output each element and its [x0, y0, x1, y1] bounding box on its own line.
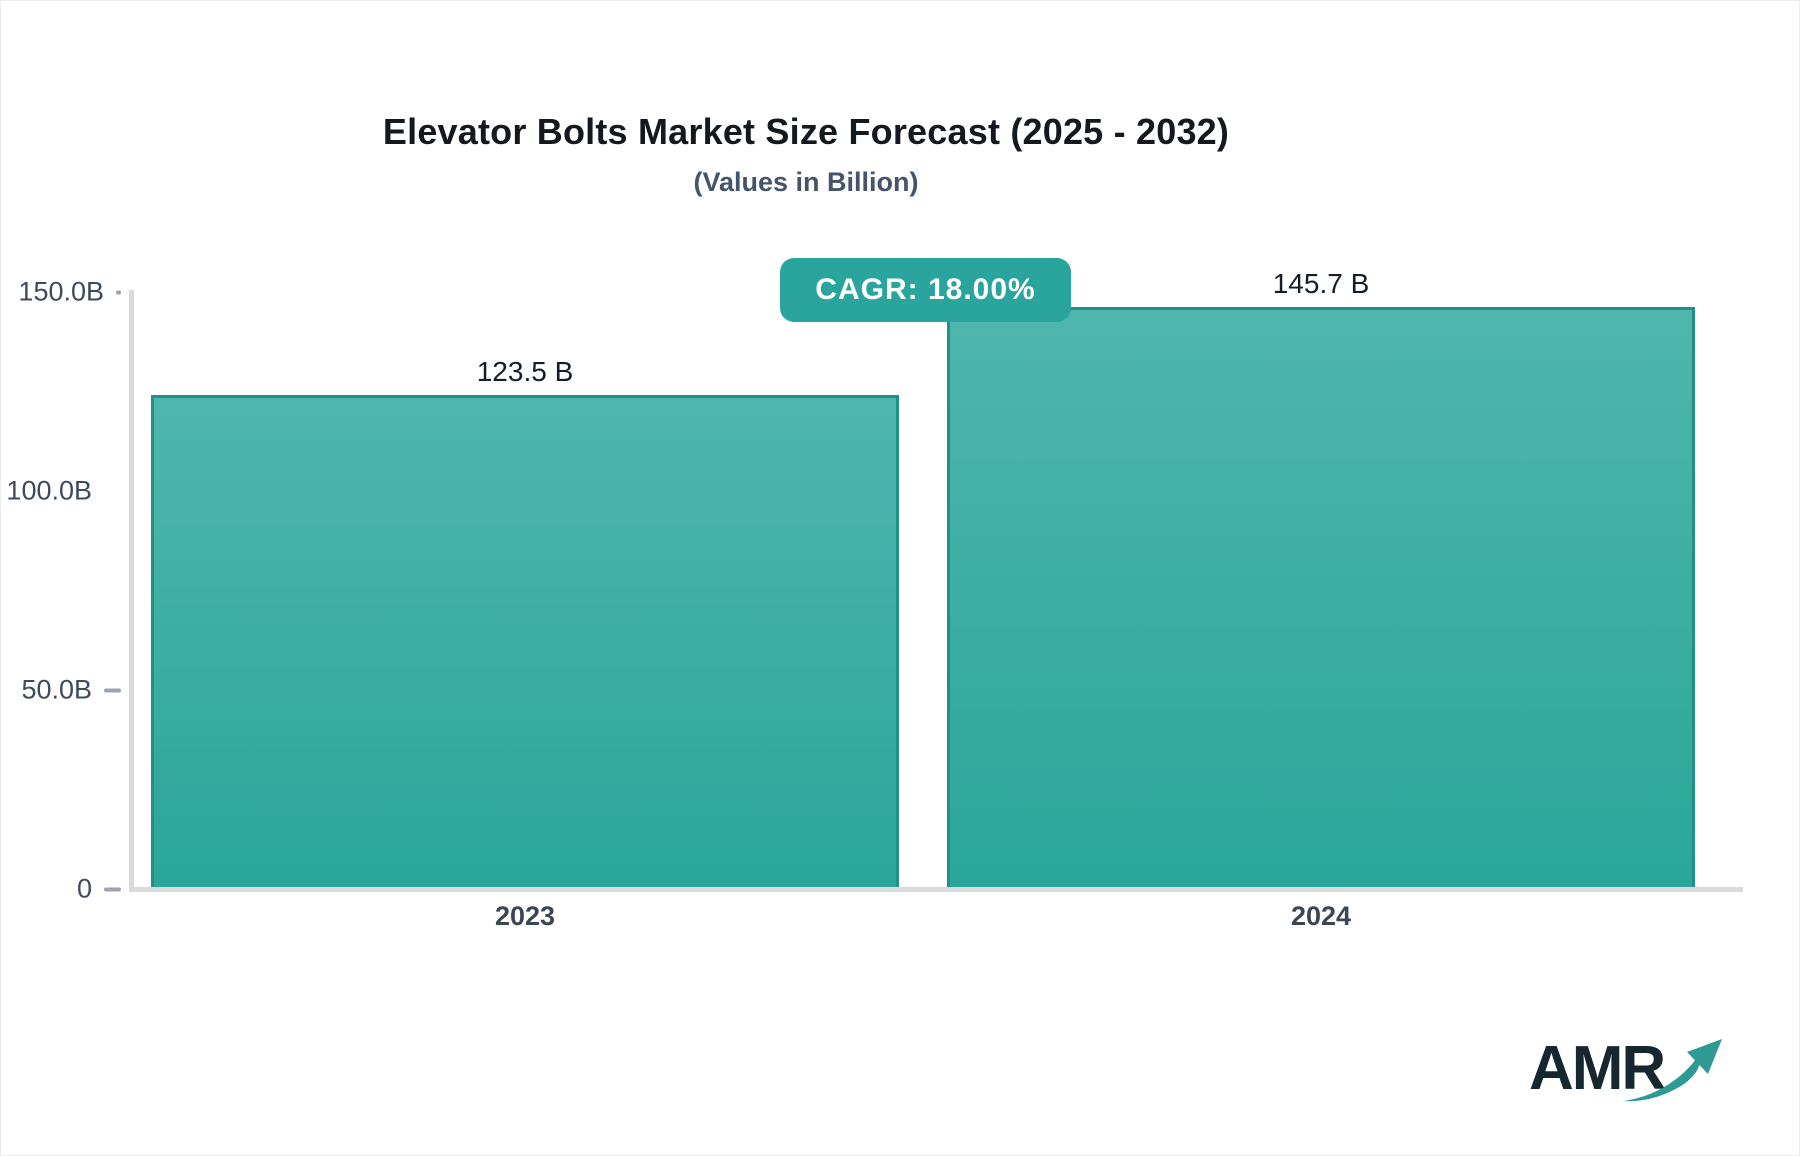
y-axis-tick-50: 50.0B: [1, 675, 121, 706]
trending-up-arrow-icon: [1623, 1039, 1722, 1102]
bar-2024[interactable]: 145.7 B: [947, 268, 1695, 887]
y-axis-tick-label: 50.0B: [21, 674, 92, 705]
x-axis-line: [129, 887, 1743, 892]
bar-2023[interactable]: 123.5 B: [151, 356, 899, 887]
brand-logo-text: AMR: [1529, 1034, 1666, 1103]
y-axis-tick-150: 150.0B: [1, 277, 121, 308]
chart-title: Elevator Bolts Market Size Forecast (202…: [382, 111, 1230, 152]
cagr-badge: CAGR: 18.00%: [780, 258, 1071, 322]
chart-subtitle: (Values in Billion): [693, 167, 919, 197]
tick-mark: [104, 887, 121, 891]
y-axis-line: [129, 290, 134, 887]
y-axis-tick-100: 100.0B: [1, 476, 121, 507]
cagr-badge-label: CAGR: 18.00%: [815, 273, 1036, 306]
bar-value-label-2024: 145.7 B: [1272, 268, 1370, 299]
y-axis-tick-label: 0: [76, 873, 92, 904]
bar-rect-2023[interactable]: [151, 395, 899, 887]
bar-rect-2024[interactable]: [947, 307, 1695, 887]
y-axis-tick-label: 100.0B: [6, 475, 92, 506]
x-axis-label-2024: 2024: [1290, 901, 1352, 931]
tick-mark: [104, 688, 121, 692]
y-axis-tick-label: 150.0B: [18, 276, 104, 307]
tick-mark: [116, 290, 121, 294]
brand-logo: AMR: [1529, 1029, 1729, 1119]
x-axis-label-2023: 2023: [494, 901, 556, 931]
y-axis-tick-0: 0: [1, 874, 121, 905]
bar-value-label-2023: 123.5 B: [476, 356, 574, 387]
